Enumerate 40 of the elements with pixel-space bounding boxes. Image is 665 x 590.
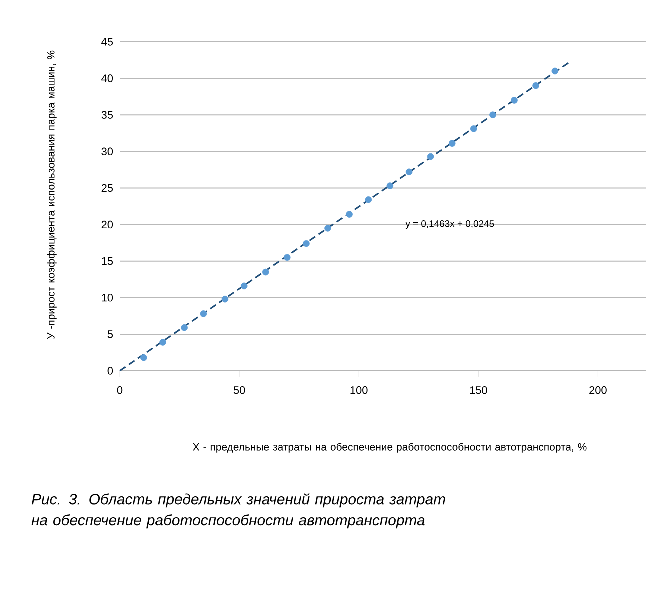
x-tick-label: 150: [470, 386, 488, 394]
point: [200, 310, 208, 318]
point: [240, 282, 248, 290]
y-tick-label: 20: [102, 220, 114, 229]
point: [386, 182, 394, 190]
y-tick-label: 35: [102, 111, 114, 119]
point: [427, 153, 434, 160]
point: [140, 354, 148, 362]
point: [490, 112, 496, 118]
text: Рис. 3. Область предельных значений прироста затрат на обеспечение работоспособности автотранспорта: [32, 494, 446, 529]
annotation: y = 0,1463x + 0,0245: [406, 220, 494, 230]
point: [303, 240, 310, 248]
y-tick-label: 40: [102, 74, 114, 82]
y-tick-label: 45: [102, 38, 114, 46]
point: [160, 339, 166, 346]
point: [532, 82, 540, 90]
y-axis-title: У -прирост коэффициента использования парка машин, %: [47, 50, 57, 340]
x-tick-label: 100: [350, 386, 368, 394]
point: [181, 324, 188, 332]
point: [406, 168, 413, 176]
y-tick-label: 15: [102, 258, 114, 266]
point: [262, 268, 270, 276]
point: [324, 225, 332, 232]
point: [365, 196, 372, 204]
point: [552, 68, 559, 75]
y-tick-label: 25: [102, 184, 114, 192]
point: [511, 97, 518, 104]
point: [284, 254, 291, 262]
y-tick-label: 10: [102, 294, 114, 302]
x-tick-label: 200: [590, 386, 607, 394]
point: [470, 126, 478, 132]
y-tick-label: 0: [108, 367, 114, 375]
y-tick-label: 30: [102, 148, 114, 156]
point: [448, 140, 456, 148]
x-axis-title: X - предельные затраты на обеспечение работоспособности автотранспорта, %: [193, 443, 587, 453]
x-tick-label: 50: [234, 386, 246, 394]
point: [346, 211, 353, 218]
point: [222, 296, 229, 303]
x-tick-label: 0: [117, 386, 123, 394]
y-tick-label: 5: [108, 330, 114, 338]
